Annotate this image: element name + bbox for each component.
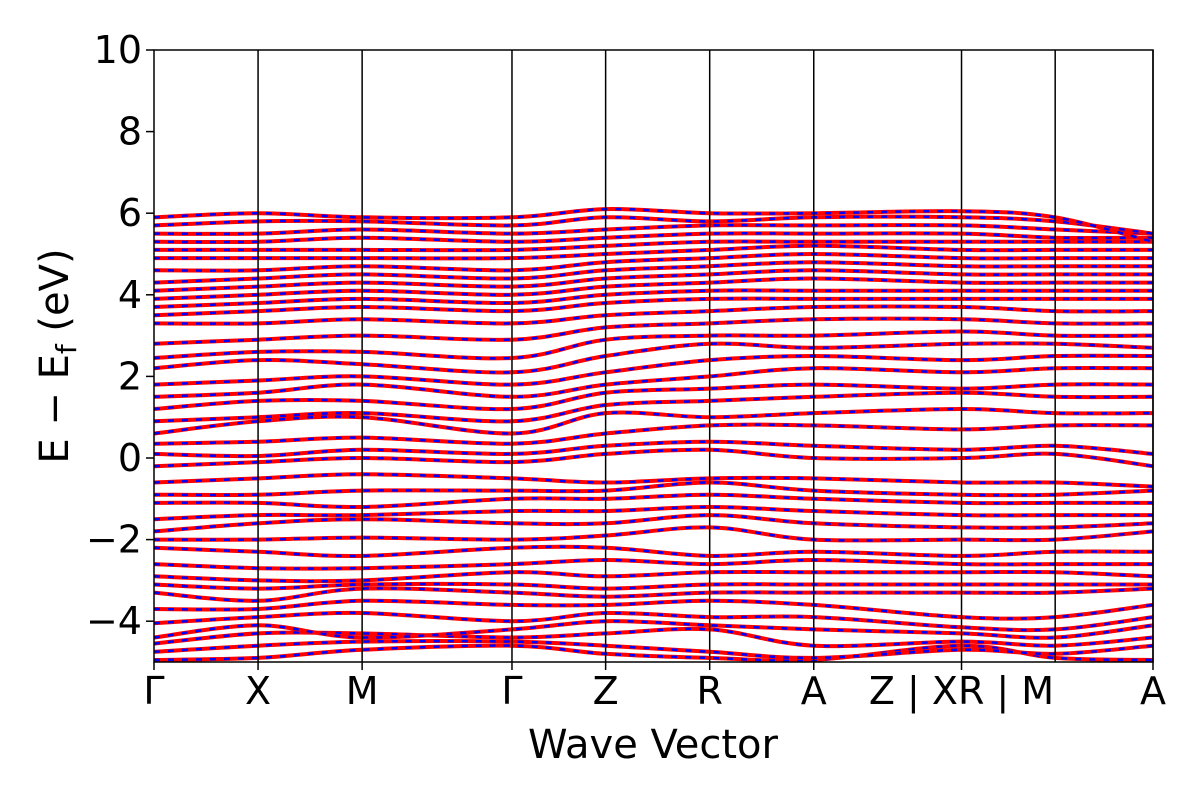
band-line-red xyxy=(154,569,1153,584)
y-tick-label: 6 xyxy=(118,191,142,235)
band-line-blue-dashed xyxy=(154,587,1153,603)
plot-frame xyxy=(153,49,1154,663)
x-tick-label: Z xyxy=(593,669,619,713)
band-line-blue-dashed xyxy=(154,215,1153,235)
x-tick-label: R xyxy=(696,669,722,713)
band-line-red xyxy=(154,268,1153,293)
x-tick-label: A xyxy=(801,669,827,713)
band-line-blue-dashed xyxy=(154,526,1153,542)
band-line-blue-dashed xyxy=(154,260,1153,284)
band-line-blue-dashed xyxy=(154,644,1153,662)
y-axis-ticks: −4 −2 0 2 4 6 8 10 xyxy=(86,28,154,643)
band-line-blue-dashed xyxy=(154,269,1153,292)
band-line-blue-dashed xyxy=(154,473,1153,488)
band-line-blue-dashed xyxy=(154,223,1153,236)
band-line-blue-dashed xyxy=(154,383,1153,411)
x-axis-label: Wave Vector xyxy=(528,722,779,768)
band-line-blue-dashed xyxy=(154,207,1153,244)
band-line-blue-dashed xyxy=(154,582,1153,590)
y-tick-label: 8 xyxy=(118,110,142,154)
band-line-blue-dashed xyxy=(154,277,1153,301)
band-line-blue-dashed xyxy=(154,407,1153,435)
band-line-blue-dashed xyxy=(154,240,1153,252)
y-tick-label: 10 xyxy=(94,28,142,72)
band-line-blue-dashed xyxy=(154,252,1153,272)
band-line-blue-dashed xyxy=(154,440,1153,458)
band-line-blue-dashed xyxy=(154,545,1153,558)
y-tick-label: −2 xyxy=(86,518,142,562)
x-tick-label: Γ xyxy=(501,669,522,713)
band-line-blue-dashed xyxy=(154,599,1153,620)
band-line-blue-dashed xyxy=(154,366,1153,399)
band-line-red xyxy=(154,422,1153,446)
y-tick-label: 2 xyxy=(118,354,142,398)
band-line-red xyxy=(154,586,1153,603)
band-line-blue-dashed xyxy=(154,342,1153,374)
x-tick-label: Γ xyxy=(143,669,164,713)
band-line-red xyxy=(154,223,1153,236)
band-line-blue-dashed xyxy=(154,305,1153,325)
y-axis-label-main: E − E xyxy=(32,354,78,464)
band-line-blue-dashed xyxy=(154,297,1153,317)
y-axis-label-unit: (eV) xyxy=(32,248,78,344)
y-tick-label: 0 xyxy=(118,436,142,480)
band-line-blue-dashed xyxy=(154,611,1153,632)
x-tick-label: A xyxy=(1140,669,1166,713)
band-line-red xyxy=(154,557,1153,571)
band-line-blue-dashed xyxy=(154,244,1153,260)
band-line-blue-dashed xyxy=(154,513,1153,533)
band-line-blue-dashed xyxy=(154,448,1153,468)
kpoint-divider-lines xyxy=(257,50,1154,662)
band-line-blue-dashed xyxy=(154,493,1153,509)
y-tick-label: 4 xyxy=(118,273,142,317)
band-line-red xyxy=(154,260,1153,285)
band-line-red xyxy=(154,581,1153,591)
band-line-blue-dashed xyxy=(154,639,1153,660)
band-line-blue-dashed xyxy=(154,481,1153,497)
band-lines xyxy=(154,207,1153,662)
band-line-blue-dashed xyxy=(154,232,1153,244)
band-line-red xyxy=(154,544,1153,558)
band-line-blue-dashed xyxy=(154,330,1153,360)
band-line-blue-dashed xyxy=(154,391,1153,423)
x-tick-label: M xyxy=(346,669,379,713)
x-axis-ticks: Γ X M Γ Z R A Z | XR | M A xyxy=(143,662,1166,714)
band-line-blue-dashed xyxy=(154,619,1153,640)
band-line-blue-dashed xyxy=(154,558,1153,570)
band-line-blue-dashed xyxy=(154,505,1153,521)
band-line-blue-dashed xyxy=(154,289,1153,309)
band-line-blue-dashed xyxy=(154,423,1153,445)
band-line-blue-dashed xyxy=(154,317,1153,346)
band-line-blue-dashed xyxy=(154,354,1153,386)
band-line-blue-dashed xyxy=(154,570,1153,583)
x-tick-label: X xyxy=(245,669,271,713)
y-axis-label: E − Ef (eV) xyxy=(32,248,83,463)
x-tick-label: Z | XR | M xyxy=(869,669,1054,714)
y-axis-label-subscript: f xyxy=(50,343,83,354)
y-tick-label: −4 xyxy=(86,599,142,643)
